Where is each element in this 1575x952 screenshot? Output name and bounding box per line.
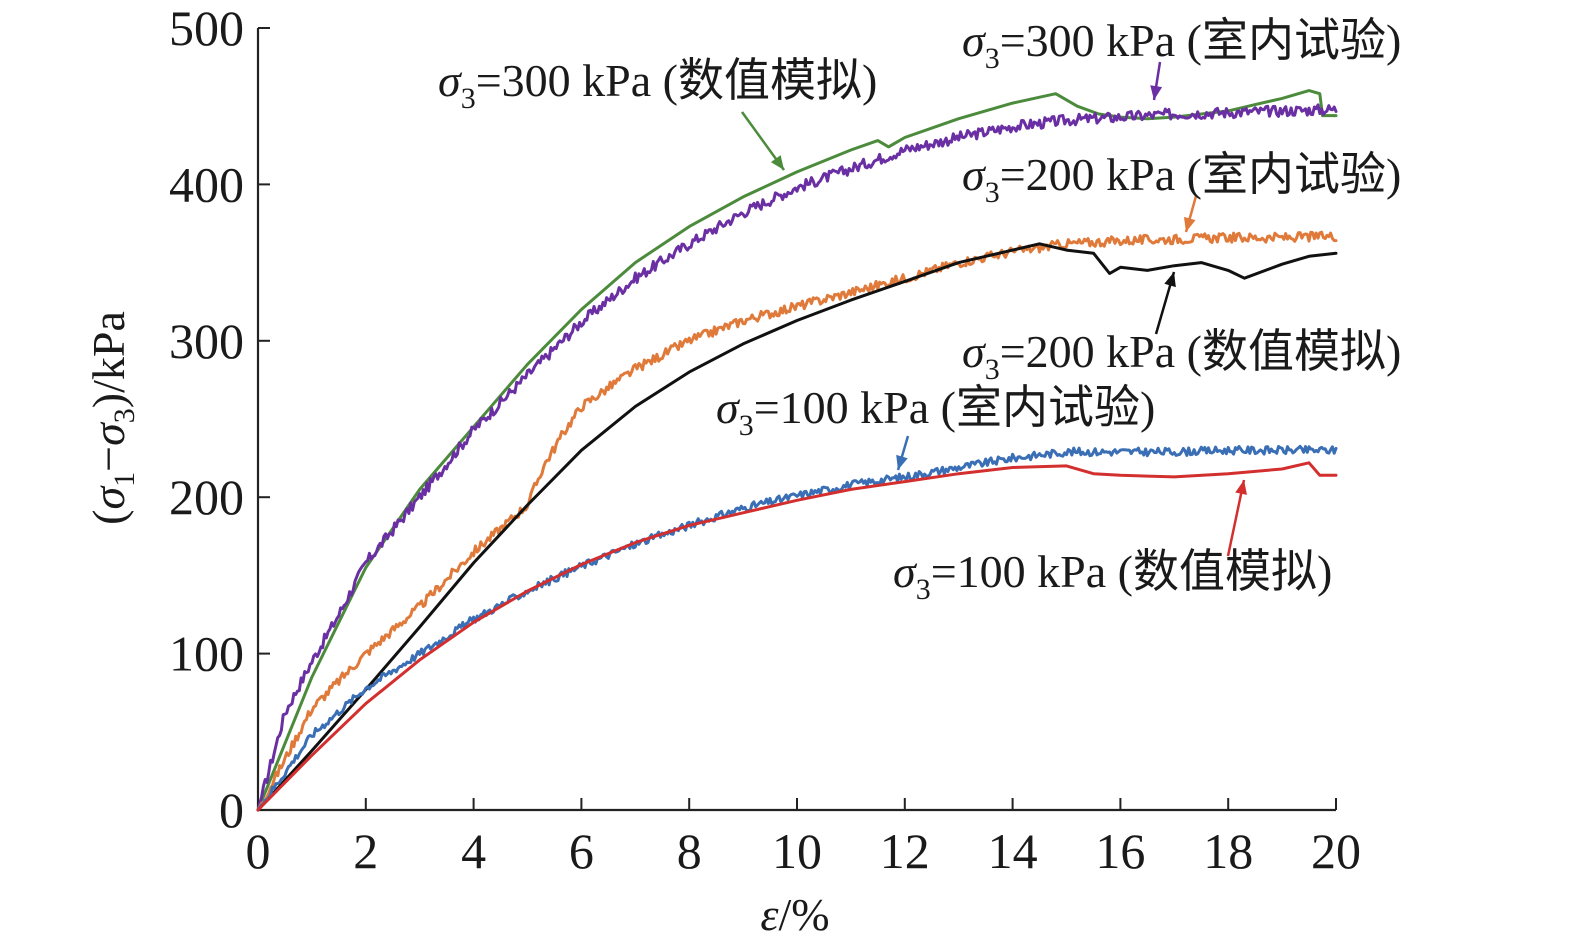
x-tick-label: 4 bbox=[461, 823, 486, 879]
annotation-arrow-head bbox=[1183, 216, 1196, 232]
x-tick-label: 2 bbox=[353, 823, 378, 879]
series-line-sigma100-sim bbox=[256, 461, 1338, 812]
y-tick-label: 200 bbox=[169, 469, 244, 525]
annotation-arrows bbox=[740, 61, 1247, 557]
annotation-100-sim: σ3=100 kPa (数值模拟) bbox=[893, 546, 1332, 606]
y-tick-label: 400 bbox=[169, 156, 244, 212]
y-axis-title: (σ1−σ3)/kPa bbox=[83, 311, 141, 525]
annotation-200-test: σ3=200 kPa (室内试验) bbox=[962, 149, 1401, 209]
x-tick-label: 12 bbox=[880, 823, 930, 879]
series-line-sigma200-test bbox=[256, 230, 1338, 812]
annotation-arrow-head bbox=[1164, 272, 1176, 288]
annotation-arrow-head bbox=[1150, 85, 1163, 100]
annotation-arrow-head bbox=[770, 155, 784, 170]
x-tick-label: 20 bbox=[1311, 823, 1361, 879]
annotation-arrow-head bbox=[1235, 480, 1247, 495]
x-tick-label: 10 bbox=[772, 823, 822, 879]
x-tick-label: 8 bbox=[677, 823, 702, 879]
y-tick-label: 0 bbox=[219, 782, 244, 838]
annotation-200-sim: σ3=200 kPa (数值模拟) bbox=[962, 326, 1401, 386]
x-axis-title: ε/% bbox=[760, 889, 829, 940]
x-tick-label: 6 bbox=[569, 823, 594, 879]
data-series bbox=[256, 89, 1338, 812]
series-line-sigma200-sim bbox=[256, 242, 1338, 812]
y-tick-label: 500 bbox=[169, 0, 244, 56]
annotation-300-sim: σ3=300 kPa (数值模拟) bbox=[438, 55, 877, 115]
series-line-sigma300-test bbox=[256, 103, 1338, 812]
x-tick-label: 14 bbox=[988, 823, 1038, 879]
y-tick-label: 300 bbox=[169, 313, 244, 369]
x-tick-label: 16 bbox=[1095, 823, 1145, 879]
annotation-100-test: σ3=100 kPa (室内试验) bbox=[716, 382, 1155, 442]
annotation-300-test: σ3=300 kPa (室内试验) bbox=[962, 15, 1401, 75]
series-line-sigma300-sim bbox=[256, 89, 1338, 812]
y-tick-label: 100 bbox=[169, 626, 244, 682]
series-line-sigma100-test bbox=[256, 444, 1338, 812]
annotation-arrow-head bbox=[896, 454, 908, 470]
x-tick-label: 18 bbox=[1203, 823, 1253, 879]
x-tick-label: 0 bbox=[246, 823, 271, 879]
